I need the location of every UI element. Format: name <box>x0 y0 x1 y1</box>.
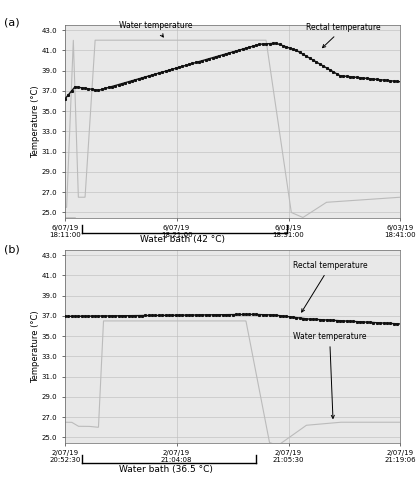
Y-axis label: Temperature (°C): Temperature (°C) <box>31 310 40 382</box>
Text: Rectal temperature: Rectal temperature <box>293 262 367 312</box>
Y-axis label: Temperature (°C): Temperature (°C) <box>31 85 40 158</box>
Text: Water bath (36.5 °C): Water bath (36.5 °C) <box>119 465 212 474</box>
Text: (a): (a) <box>4 18 20 28</box>
Text: Rectal temperature: Rectal temperature <box>306 23 381 48</box>
Text: (b): (b) <box>4 245 20 255</box>
Text: Water bath (42 °C): Water bath (42 °C) <box>140 235 225 244</box>
Text: Water temperature: Water temperature <box>293 332 366 418</box>
Text: Water temperature: Water temperature <box>119 21 192 37</box>
